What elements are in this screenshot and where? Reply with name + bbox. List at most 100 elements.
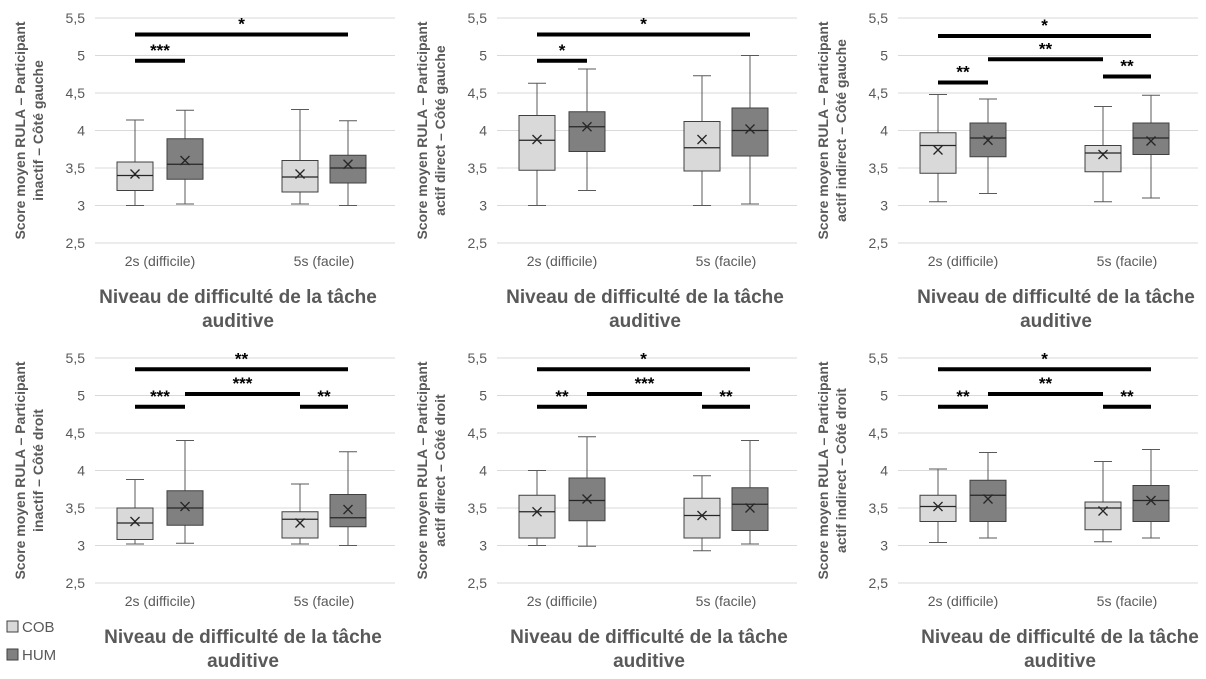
box-iqr <box>518 115 556 171</box>
significance-label: * <box>640 15 647 34</box>
mean-marker <box>343 504 353 515</box>
y-axis-title-line-2: inactif – Côté droit <box>30 409 46 532</box>
x-axis-title-line-2: auditive <box>613 651 685 672</box>
y-axis-title-line-2: actif indirect – Côté droit <box>833 388 849 553</box>
y-axis-title-line-1: Score moyen RULA – Participant <box>815 21 831 239</box>
chart-panel-3: 2,5 3 3,5 4 4,5 5 5,5 Score moyen RULA – Partic… <box>815 10 1198 332</box>
y-axis-title-line-1: Score moyen RULA – Participant <box>12 361 28 579</box>
x-tick-label: 2s (difficile) <box>928 593 999 609</box>
y-tick-label: 3 <box>77 538 85 554</box>
box-iqr <box>1084 501 1122 531</box>
x-tick-label: 2s (difficile) <box>527 253 598 269</box>
mean-marker <box>697 134 707 145</box>
y-tick-label: 5 <box>880 388 888 404</box>
x-axis-title-line-1: Niveau de difficulté de la tâche <box>99 287 377 308</box>
x-tick-label: 2s (difficile) <box>527 593 598 609</box>
box-plot-hum-2 <box>1132 94 1170 199</box>
y-tick-label: 5 <box>880 48 888 64</box>
legend-label-hum: HUM <box>22 647 56 664</box>
mean-marker <box>933 501 943 512</box>
x-tick-label: 2s (difficile) <box>125 253 196 269</box>
box-iqr <box>116 161 154 191</box>
chart-panel-6: 2,5 3 3,5 4 4,5 5 5,5 Score moyen RULA – Partic… <box>815 349 1199 672</box>
mean-marker <box>343 159 353 170</box>
mean-marker <box>1146 136 1156 146</box>
y-axis-title-line-2: inactif – Côté gauche <box>30 60 46 201</box>
box-iqr <box>281 511 319 539</box>
box-iqr <box>683 121 721 172</box>
significance-label: ** <box>1120 57 1134 76</box>
y-tick-label: 3 <box>880 198 888 214</box>
mean-marker <box>1146 495 1156 506</box>
box-plot-cob-1 <box>518 470 556 546</box>
y-axis-title: Score moyen RULA – Participant actif indi… <box>815 361 849 579</box>
box-plot-cob-2 <box>1084 106 1122 203</box>
box-plot-hum-1 <box>969 452 1007 539</box>
box-iqr <box>731 107 769 157</box>
y-tick-label: 4 <box>479 463 487 479</box>
x-axis-title-line-2: auditive <box>1024 651 1096 672</box>
box-iqr <box>683 497 721 539</box>
mean-marker <box>295 518 305 528</box>
y-tick-label: 3 <box>479 538 487 554</box>
box-plot-hum-2 <box>731 55 769 205</box>
box-plot-cob-2 <box>281 483 319 545</box>
y-tick-label: 5 <box>479 48 487 64</box>
y-tick-label: 4,5 <box>66 425 86 441</box>
y-axis-title-line-1: Score moyen RULA – Participant <box>414 21 430 239</box>
box-plot-cob-1 <box>919 468 957 543</box>
box-iqr <box>969 479 1007 522</box>
mean-marker <box>582 494 592 504</box>
y-tick-label: 3,5 <box>869 160 889 176</box>
box-plot-cob-1 <box>919 94 957 203</box>
y-axis-title-line-1: Score moyen RULA – Participant <box>815 361 831 579</box>
box-plot-hum-1 <box>166 440 204 544</box>
box-plot-cob-1 <box>518 82 556 206</box>
x-tick-label: 2s (difficile) <box>125 593 196 609</box>
y-axis-title: Score moyen RULA – Participant inactif – … <box>12 21 46 239</box>
y-tick-label: 3,5 <box>66 160 86 176</box>
significance-label: ** <box>1120 387 1134 406</box>
mean-marker <box>933 145 943 155</box>
y-tick-label: 5,5 <box>869 10 889 26</box>
x-axis-title-line-1: Niveau de difficulté de la tâche <box>917 287 1195 308</box>
y-axis-title: Score moyen RULA – Participant inactif – … <box>12 361 46 579</box>
y-tick-label: 4,5 <box>468 425 488 441</box>
box-plot-hum-2 <box>329 451 367 546</box>
mean-marker <box>697 510 707 521</box>
box-iqr <box>1132 122 1170 155</box>
y-tick-label: 3 <box>479 198 487 214</box>
significance-label: * <box>559 41 566 60</box>
significance-label: ** <box>317 387 331 406</box>
box-iqr <box>116 507 154 540</box>
significance-label: ** <box>235 349 249 368</box>
legend-swatch-cob <box>6 620 19 633</box>
y-axis-title-line-2: actif direct – Côté droit <box>432 394 448 547</box>
y-tick-label: 3 <box>77 198 85 214</box>
significance-label: ** <box>719 387 733 406</box>
mean-marker <box>1098 506 1108 516</box>
y-axis-title-line-1: Score moyen RULA – Participant <box>414 361 430 579</box>
box-plot-cob-2 <box>1084 461 1122 543</box>
significance-label: ** <box>956 387 970 406</box>
significance-label: *** <box>150 41 170 60</box>
y-tick-label: 4 <box>479 123 487 139</box>
mean-marker <box>745 503 755 513</box>
significance-label: * <box>640 349 647 368</box>
significance-label: ** <box>1039 374 1053 393</box>
chart-panel-5: 2,5 3 3,5 4 4,5 5 5,5 Score moyen RULA – Partic… <box>414 349 797 672</box>
mean-marker <box>532 134 542 145</box>
box-iqr <box>329 494 367 528</box>
y-tick-label: 5,5 <box>66 10 86 26</box>
box-plot-cob-1 <box>116 479 154 545</box>
mean-marker <box>582 121 592 132</box>
x-axis-title-line-2: auditive <box>1020 311 1092 332</box>
legend-label-cob: COB <box>22 619 55 636</box>
y-tick-label: 5,5 <box>468 350 488 366</box>
mean-marker <box>130 516 140 527</box>
mean-marker <box>180 155 190 166</box>
x-axis-title-line-1: Niveau de difficulté de la tâche <box>104 627 382 648</box>
y-axis-title: Score moyen RULA – Participant actif dire… <box>414 21 448 239</box>
y-tick-label: 4,5 <box>468 85 488 101</box>
x-axis-title-line-1: Niveau de difficulté de la tâche <box>510 627 788 648</box>
